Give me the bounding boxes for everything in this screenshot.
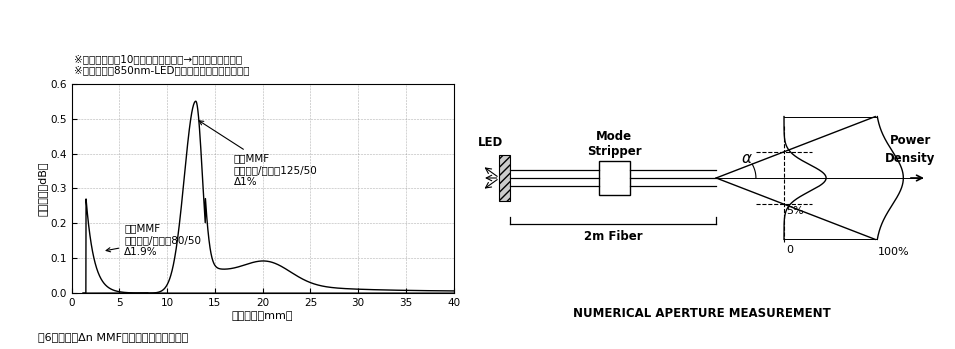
Text: α: α [742, 151, 752, 166]
Text: ※測定波長：850nm-LED，モードスクランブラ挿入: ※測定波長：850nm-LED，モードスクランブラ挿入 [74, 65, 250, 75]
Text: Power: Power [890, 134, 931, 147]
Text: 汎用MMF
クラッド/コア＝125/50
Δ1%: 汎用MMF クラッド/コア＝125/50 Δ1% [200, 121, 318, 187]
Bar [599, 161, 629, 195]
Text: 0: 0 [786, 245, 794, 255]
Text: 2m Fiber: 2m Fiber [584, 230, 643, 243]
Text: 5%: 5% [786, 206, 804, 216]
Text: 細径MMF
クラッド/コア＝80/50
Δ1.9%: 細径MMF クラッド/コア＝80/50 Δ1.9% [106, 223, 202, 257]
Text: 100%: 100% [878, 247, 909, 257]
X-axis label: 曲げ半径（mm）: 曲げ半径（mm） [232, 311, 293, 321]
Text: Density: Density [885, 151, 936, 165]
Text: LED: LED [478, 136, 503, 149]
Bar [499, 155, 510, 201]
Text: 図6　細線高Δn MMF光ファイバの曲げ特性: 図6 細線高Δn MMF光ファイバの曲げ特性 [38, 332, 188, 342]
Text: NUMERICAL APERTURE MEASUREMENT: NUMERICAL APERTURE MEASUREMENT [573, 307, 831, 320]
Y-axis label: 曲げ損失（dB）: 曲げ損失（dB） [37, 161, 48, 216]
Text: ※マンドレルに10回巻きの曲げ損失→平均換算して記載: ※マンドレルに10回巻きの曲げ損失→平均換算して記載 [74, 54, 243, 65]
Text: Mode
Stripper: Mode Stripper [587, 129, 642, 158]
